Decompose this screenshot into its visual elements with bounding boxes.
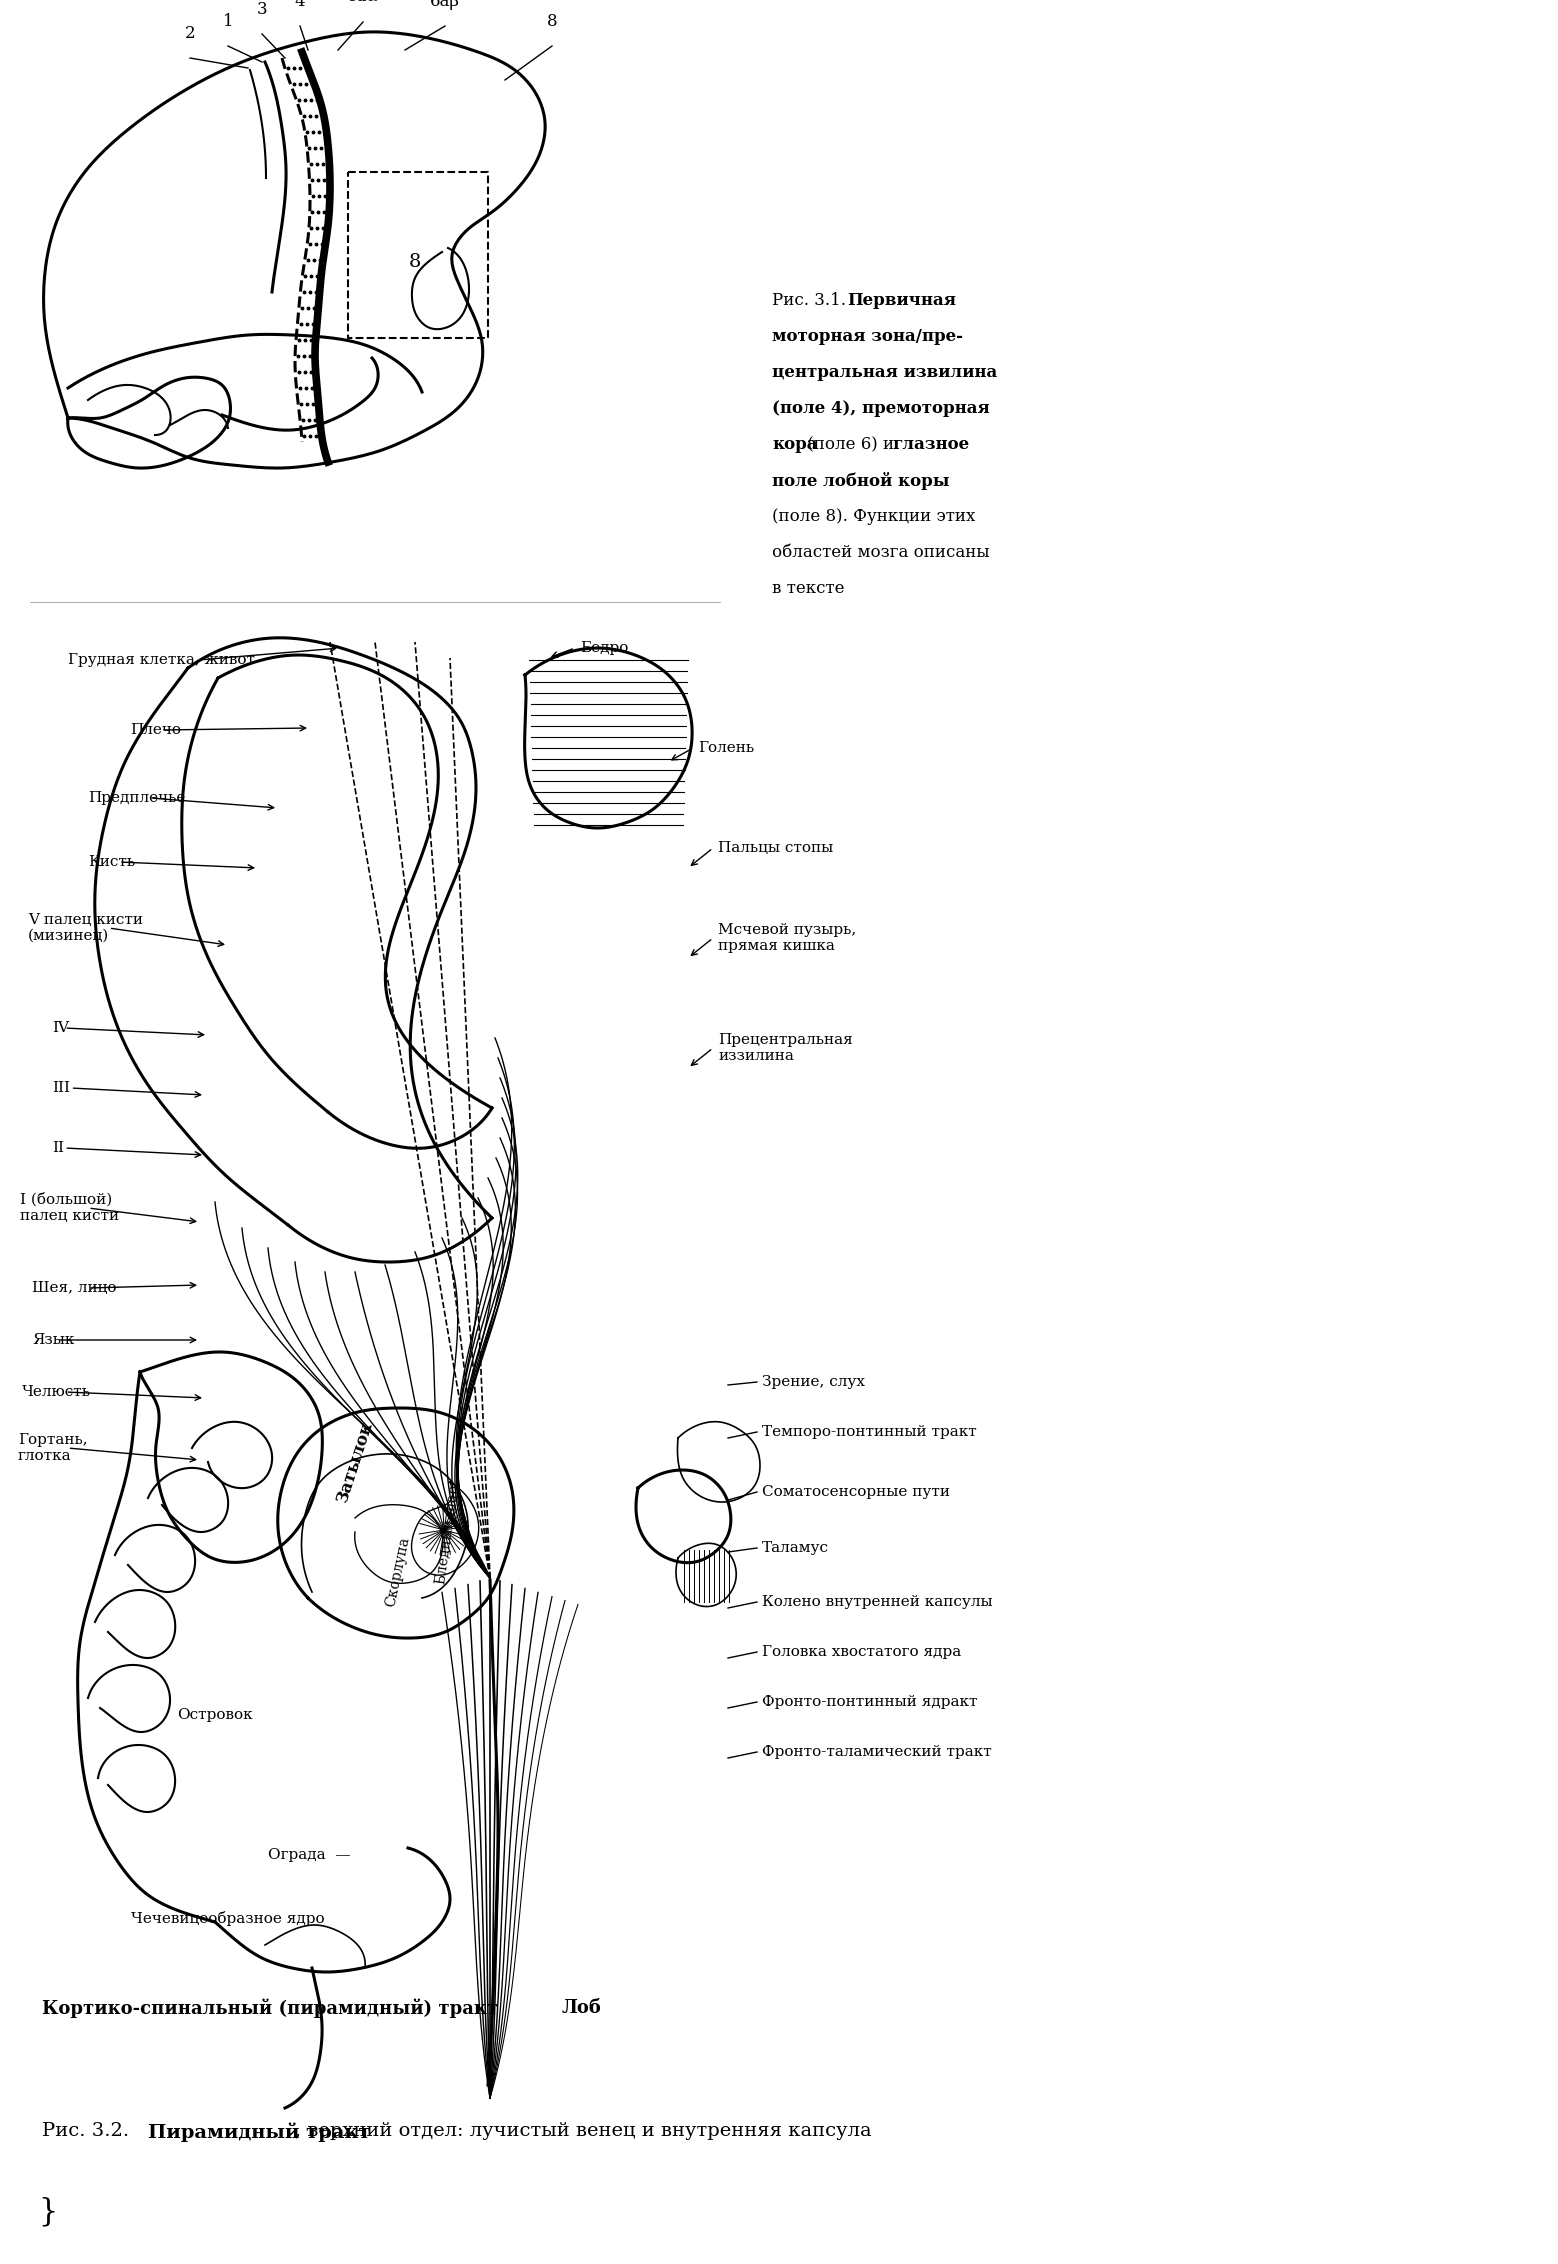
Text: Фронто-понтинный ядракт: Фронто-понтинный ядракт — [762, 1696, 977, 1709]
Text: Бледный шар: Бледный шар — [435, 1485, 461, 1585]
Text: 6аβ: 6аβ — [430, 0, 460, 9]
Text: областей мозга описаны: областей мозга описаны — [773, 543, 989, 561]
Text: Зрение, слух: Зрение, слух — [762, 1374, 865, 1390]
Text: Шея, лицо: Шея, лицо — [33, 1281, 117, 1295]
Text: Чечевицеобразное ядро: Чечевицеобразное ядро — [131, 1911, 324, 1924]
Text: Соматосенсорные пути: Соматосенсорные пути — [762, 1485, 950, 1499]
Text: Челюсть: Челюсть — [22, 1386, 90, 1399]
Text: 8: 8 — [408, 254, 421, 272]
Text: Островок: Островок — [178, 1707, 252, 1723]
Text: 2: 2 — [185, 25, 195, 43]
Text: Прецентральная
иззилина: Прецентральная иззилина — [718, 1032, 852, 1064]
Text: Гортань,
глотка: Гортань, глотка — [19, 1433, 87, 1463]
Text: Таламус: Таламус — [762, 1542, 829, 1555]
Text: IV: IV — [51, 1021, 69, 1035]
Text: (поле 6) и: (поле 6) и — [802, 437, 899, 453]
Text: центральная извилина: центральная извилина — [773, 365, 997, 380]
Text: 6аα: 6аα — [347, 0, 379, 5]
Text: (поле 8). Функции этих: (поле 8). Функции этих — [773, 507, 975, 525]
Text: Голень: Голень — [698, 740, 754, 754]
Text: }: } — [37, 2196, 58, 2228]
Text: 8: 8 — [547, 14, 558, 29]
Text: Плечо: Плечо — [129, 722, 181, 738]
Text: Фронто-таламический тракт: Фронто-таламический тракт — [762, 1746, 992, 1759]
Text: Пирамидный тракт: Пирамидный тракт — [148, 2121, 371, 2142]
Text: Ограда  —: Ограда — — [268, 1847, 351, 1861]
Text: Рис. 3.2.: Рис. 3.2. — [42, 2121, 136, 2139]
Text: Головка хвостатого ядра: Головка хвостатого ядра — [762, 1646, 961, 1660]
Text: Лоб: Лоб — [562, 1999, 601, 2017]
Text: Грудная клетка, живот: Грудная клетка, живот — [69, 652, 256, 668]
Text: III: III — [51, 1080, 70, 1096]
Text: Язык: Язык — [33, 1333, 75, 1347]
Text: Мсчевой пузырь,
прямая кишка: Мсчевой пузырь, прямая кишка — [718, 924, 857, 953]
Text: Первичная: Первичная — [848, 292, 957, 308]
Text: в тексте: в тексте — [773, 580, 844, 598]
Text: II: II — [51, 1141, 64, 1155]
Text: Кисть: Кисть — [87, 856, 136, 869]
Text: Бедро: Бедро — [580, 641, 628, 654]
Text: Затылок: Затылок — [333, 1420, 375, 1506]
Text: Рис. 3.1.: Рис. 3.1. — [773, 292, 851, 308]
Text: 4: 4 — [294, 0, 305, 9]
Text: , верхний отдел: лучистый венец и внутренняя капсула: , верхний отдел: лучистый венец и внутре… — [294, 2121, 872, 2139]
Text: Темпоро-понтинный тракт: Темпоро-понтинный тракт — [762, 1424, 977, 1440]
Text: моторная зона/пре-: моторная зона/пре- — [773, 328, 963, 344]
Text: 3: 3 — [257, 0, 268, 18]
Text: Колено внутренней капсулы: Колено внутренней капсулы — [762, 1596, 992, 1610]
Text: Предплечье: Предплечье — [87, 790, 185, 806]
Text: (поле 4), премоторная: (поле 4), премоторная — [773, 401, 989, 417]
Text: Кортико-спинальный (пирамидный) тракт: Кортико-спинальный (пирамидный) тракт — [42, 1999, 499, 2017]
Text: кора: кора — [773, 437, 818, 453]
Text: I (большой)
палец кисти: I (большой) палец кисти — [20, 1193, 118, 1223]
Text: 1: 1 — [223, 14, 234, 29]
Text: поле лобной коры: поле лобной коры — [773, 471, 949, 489]
Text: Скорлупа: Скорлупа — [383, 1535, 413, 1607]
Text: Пальцы стопы: Пальцы стопы — [718, 840, 834, 856]
Text: глазное: глазное — [893, 437, 969, 453]
Text: V палец кисти
(мизинец): V палец кисти (мизинец) — [28, 912, 143, 944]
